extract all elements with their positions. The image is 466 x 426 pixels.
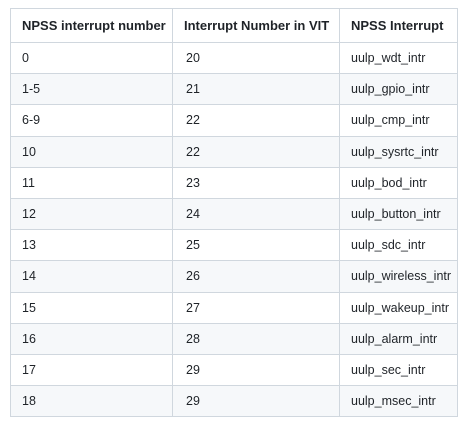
cell-npss-interrupt: uulp_sysrtc_intr bbox=[339, 135, 458, 168]
cell-npss-interrupt: uulp_msec_intr bbox=[339, 385, 458, 418]
cell-npss-number: 16 bbox=[10, 322, 173, 355]
cell-vit-number: 23 bbox=[172, 166, 340, 199]
cell-vit-number: 29 bbox=[172, 353, 340, 387]
table-row: 1-5 21 uulp_gpio_intr bbox=[10, 73, 458, 106]
cell-vit-number: 22 bbox=[172, 135, 340, 168]
cell-npss-number: 15 bbox=[10, 291, 173, 324]
npss-interrupt-table: NPSS interrupt number Interrupt Number i… bbox=[10, 8, 458, 418]
cell-npss-number: 1-5 bbox=[10, 73, 173, 106]
cell-npss-number: 6-9 bbox=[10, 104, 173, 137]
cell-npss-interrupt: uulp_wakeup_intr bbox=[339, 291, 458, 324]
cell-npss-number: 17 bbox=[10, 353, 173, 387]
header-npss-interrupt: NPSS Interrupt bbox=[339, 8, 458, 43]
cell-npss-interrupt: uulp_sec_intr bbox=[339, 353, 458, 387]
cell-npss-number: 12 bbox=[10, 197, 173, 231]
table-row: 10 22 uulp_sysrtc_intr bbox=[10, 135, 458, 168]
table-row: 15 27 uulp_wakeup_intr bbox=[10, 291, 458, 324]
table-row: 18 29 uulp_msec_intr bbox=[10, 385, 458, 418]
cell-vit-number: 27 bbox=[172, 291, 340, 324]
cell-vit-number: 29 bbox=[172, 385, 340, 418]
cell-npss-number: 0 bbox=[10, 41, 173, 75]
cell-npss-interrupt: uulp_wdt_intr bbox=[339, 41, 458, 75]
cell-vit-number: 22 bbox=[172, 104, 340, 137]
cell-npss-interrupt: uulp_gpio_intr bbox=[339, 73, 458, 106]
cell-vit-number: 26 bbox=[172, 260, 340, 293]
cell-npss-number: 14 bbox=[10, 260, 173, 293]
cell-npss-interrupt: uulp_button_intr bbox=[339, 197, 458, 231]
npss-interrupt-table-container: NPSS interrupt number Interrupt Number i… bbox=[10, 8, 458, 418]
header-npss-interrupt-number: NPSS interrupt number bbox=[10, 8, 173, 43]
table-body: 0 20 uulp_wdt_intr 1-5 21 uulp_gpio_intr… bbox=[10, 41, 458, 418]
table-row: 16 28 uulp_alarm_intr bbox=[10, 322, 458, 355]
table-row: 11 23 uulp_bod_intr bbox=[10, 166, 458, 199]
header-interrupt-number-in-vit: Interrupt Number in VIT bbox=[172, 8, 340, 43]
table-row: 17 29 uulp_sec_intr bbox=[10, 353, 458, 387]
table-row: 6-9 22 uulp_cmp_intr bbox=[10, 104, 458, 137]
cell-npss-interrupt: uulp_wireless_intr bbox=[339, 260, 458, 293]
cell-npss-number: 10 bbox=[10, 135, 173, 168]
table-row: 13 25 uulp_sdc_intr bbox=[10, 229, 458, 262]
cell-npss-interrupt: uulp_cmp_intr bbox=[339, 104, 458, 137]
cell-npss-interrupt: uulp_alarm_intr bbox=[339, 322, 458, 355]
cell-npss-interrupt: uulp_sdc_intr bbox=[339, 229, 458, 262]
cell-vit-number: 25 bbox=[172, 229, 340, 262]
cell-npss-number: 11 bbox=[10, 166, 173, 199]
cell-npss-interrupt: uulp_bod_intr bbox=[339, 166, 458, 199]
table-row: 12 24 uulp_button_intr bbox=[10, 197, 458, 231]
cell-npss-number: 13 bbox=[10, 229, 173, 262]
cell-vit-number: 20 bbox=[172, 41, 340, 75]
table-row: 0 20 uulp_wdt_intr bbox=[10, 41, 458, 75]
cell-vit-number: 28 bbox=[172, 322, 340, 355]
table-row: 14 26 uulp_wireless_intr bbox=[10, 260, 458, 293]
header-row: NPSS interrupt number Interrupt Number i… bbox=[10, 8, 458, 43]
cell-npss-number: 18 bbox=[10, 385, 173, 418]
table-header: NPSS interrupt number Interrupt Number i… bbox=[10, 8, 458, 43]
cell-vit-number: 24 bbox=[172, 197, 340, 231]
cell-vit-number: 21 bbox=[172, 73, 340, 106]
